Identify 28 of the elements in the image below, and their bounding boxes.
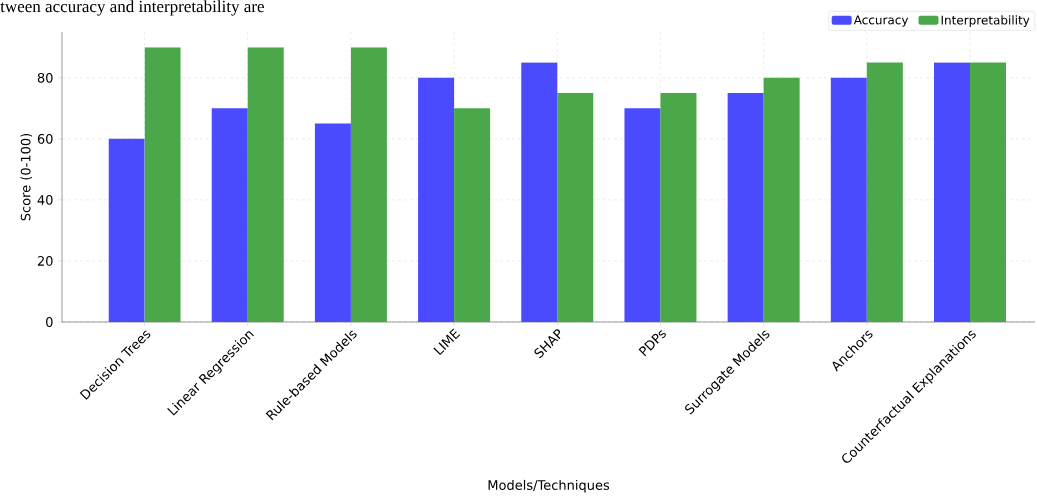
bar: [247, 47, 284, 322]
y-axis-title: Score (0-100): [20, 133, 33, 221]
bar: [211, 108, 248, 322]
bar: [144, 47, 181, 322]
bar: [970, 62, 1006, 322]
bar: [763, 77, 800, 322]
y-tick-label: 0: [46, 317, 53, 327]
bar: [314, 123, 351, 322]
y-tick-label: 60: [37, 133, 53, 144]
bar: [521, 62, 558, 322]
y-tick-label: 20: [37, 256, 53, 266]
bar: [454, 108, 491, 322]
bar: [624, 108, 661, 322]
y-tick-label: 40: [37, 194, 53, 205]
bar: [108, 138, 145, 322]
bar: [830, 77, 867, 322]
x-axis-title: Models/Techniques: [488, 479, 610, 493]
bar: [934, 62, 970, 322]
bar: [557, 93, 594, 322]
bar: [350, 47, 387, 322]
bar: [866, 62, 903, 322]
y-tick-label: 80: [37, 72, 53, 83]
bar: [727, 93, 764, 322]
legend-label: Interpretability: [941, 15, 1030, 27]
text: tween accuracy and interpretability are: [0, 0, 264, 16]
bar: [418, 77, 455, 322]
bar: [660, 93, 697, 322]
legend-label: Accuracy: [853, 15, 909, 27]
